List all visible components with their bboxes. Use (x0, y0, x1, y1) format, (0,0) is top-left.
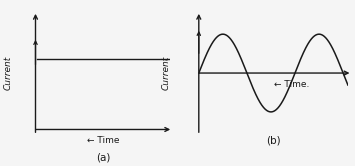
Text: ← Time: ← Time (87, 136, 119, 145)
Text: (b): (b) (266, 136, 281, 146)
Text: Current: Current (4, 56, 13, 90)
Text: (a): (a) (96, 153, 110, 163)
Text: ← Time.: ← Time. (274, 80, 309, 89)
Text: Current: Current (162, 56, 170, 90)
